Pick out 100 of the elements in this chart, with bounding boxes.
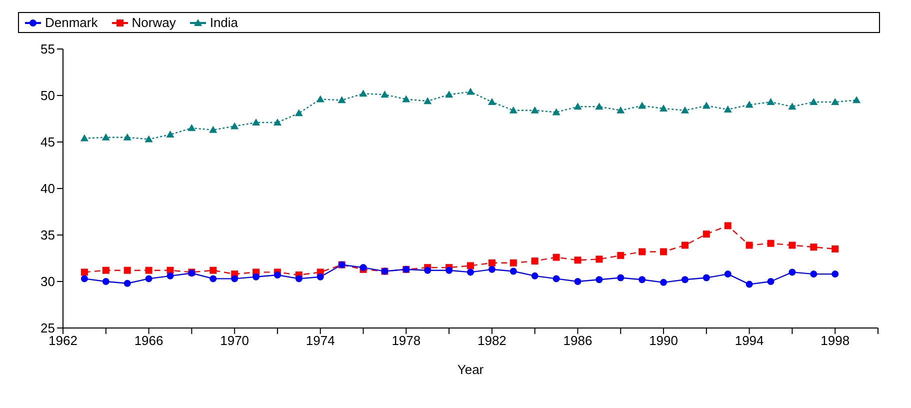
- point: [702, 102, 710, 109]
- point: [552, 108, 560, 116]
- point: [766, 98, 775, 106]
- y-tick-label: 35: [40, 228, 55, 243]
- point: [274, 271, 281, 278]
- point: [531, 272, 538, 280]
- point: [574, 256, 582, 264]
- point: [80, 268, 88, 276]
- point: [145, 275, 152, 282]
- point: [252, 118, 260, 126]
- point: [210, 266, 217, 274]
- point: [510, 268, 517, 275]
- y-tick-label: 40: [40, 181, 55, 196]
- point: [467, 262, 474, 270]
- point: [745, 100, 754, 108]
- point: [166, 272, 174, 280]
- point: [102, 278, 110, 285]
- point: [294, 109, 303, 116]
- point: [724, 270, 732, 278]
- point: [209, 126, 218, 133]
- point: [596, 256, 603, 263]
- y-tick-label: 45: [40, 134, 55, 150]
- point: [509, 106, 518, 114]
- point: [402, 95, 410, 102]
- point: [595, 102, 604, 110]
- point: [316, 273, 324, 280]
- point: [596, 276, 603, 284]
- x-tick-label: 1998: [820, 333, 850, 348]
- x-tick-label: 1962: [48, 333, 78, 348]
- legend-label: India: [210, 15, 238, 30]
- point: [681, 276, 688, 284]
- point: [446, 266, 453, 274]
- x-tick-label: 1978: [392, 333, 421, 348]
- point: [617, 252, 624, 259]
- y-tick-label: 50: [40, 88, 55, 104]
- point: [767, 240, 774, 247]
- x-tick-label: 1966: [134, 333, 164, 348]
- point: [80, 134, 88, 142]
- point: [488, 266, 496, 273]
- point: [144, 135, 153, 142]
- point: [810, 270, 818, 278]
- point: [574, 102, 582, 110]
- point: [810, 98, 818, 106]
- point: [531, 258, 538, 265]
- point: [231, 275, 238, 282]
- point: [488, 259, 496, 266]
- x-tick-label: 1990: [649, 333, 678, 348]
- point: [810, 244, 818, 251]
- point: [210, 275, 217, 282]
- point: [188, 124, 196, 132]
- point: [552, 254, 560, 261]
- point: [488, 98, 496, 106]
- x-tick-label: 1982: [477, 333, 506, 348]
- legend-label: Denmark: [45, 15, 98, 30]
- point: [680, 106, 689, 114]
- point: [617, 274, 624, 282]
- point: [424, 97, 432, 104]
- point: [746, 280, 753, 288]
- point: [102, 266, 110, 274]
- y-tick-label: 25: [40, 320, 55, 336]
- point: [852, 96, 861, 104]
- point: [724, 105, 732, 112]
- point: [380, 90, 389, 98]
- point: [424, 266, 432, 274]
- point: [124, 280, 131, 287]
- point: [80, 275, 88, 282]
- point: [467, 268, 474, 276]
- point: [681, 242, 688, 249]
- point: [552, 275, 560, 282]
- y-tick-label: 30: [40, 274, 55, 290]
- legend-label: Norway: [132, 15, 176, 30]
- point: [338, 96, 346, 104]
- point: [145, 266, 152, 274]
- point: [166, 130, 174, 138]
- point: [574, 278, 582, 285]
- point: [788, 268, 796, 276]
- point: [616, 106, 625, 114]
- point: [295, 275, 302, 282]
- point: [638, 248, 646, 256]
- point: [316, 95, 324, 102]
- point: [702, 230, 710, 238]
- point: [466, 88, 474, 95]
- point: [124, 266, 131, 274]
- point: [788, 242, 796, 249]
- point: [123, 133, 132, 140]
- point: [445, 90, 454, 98]
- point: [832, 270, 839, 278]
- point: [660, 104, 668, 112]
- point: [660, 248, 668, 256]
- point: [530, 106, 539, 114]
- point: [273, 118, 282, 126]
- y-tick-label: 55: [40, 42, 55, 57]
- x-tick-label: 1986: [563, 333, 592, 348]
- point: [252, 273, 260, 280]
- point: [102, 133, 110, 140]
- x-tick-label: 1974: [306, 333, 335, 348]
- x-tick-label: 1970: [220, 333, 250, 348]
- point: [788, 102, 796, 110]
- point: [638, 102, 646, 109]
- point: [510, 259, 517, 266]
